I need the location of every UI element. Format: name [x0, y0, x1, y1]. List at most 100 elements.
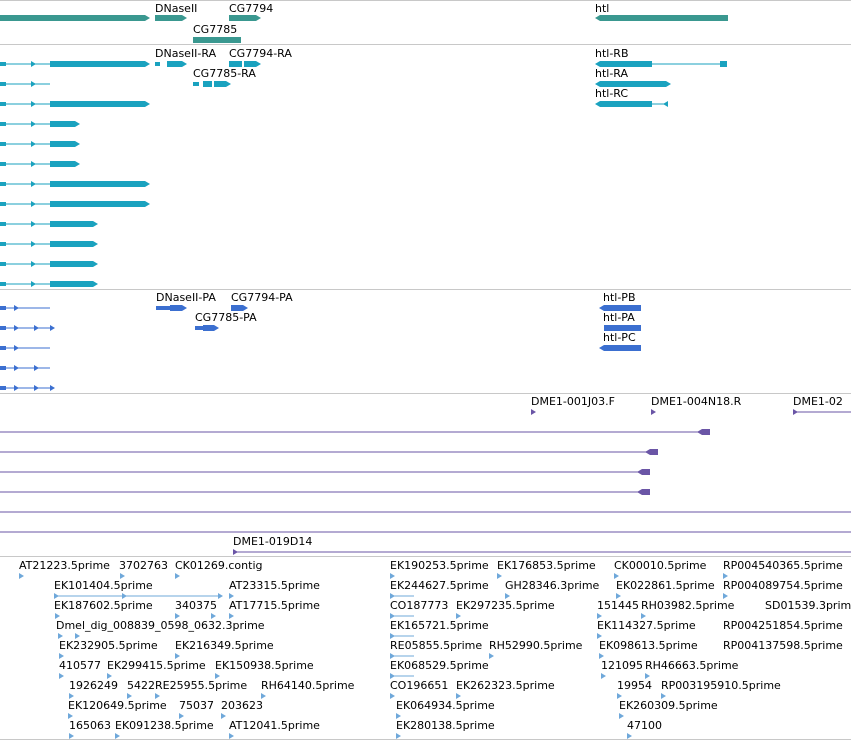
- est-feature[interactable]: [261, 693, 266, 699]
- est-label[interactable]: EK299415.5prime: [107, 659, 206, 672]
- protein-label[interactable]: DNaseII-PA: [156, 291, 216, 304]
- transcript-exon[interactable]: [0, 222, 6, 226]
- est-label[interactable]: EK150938.5prime: [215, 659, 314, 672]
- transcript-exon[interactable]: [50, 121, 75, 127]
- gene-label[interactable]: htl: [595, 2, 610, 15]
- est-feature[interactable]: [641, 613, 646, 619]
- est-feature[interactable]: [179, 713, 184, 719]
- clone-end[interactable]: [650, 449, 658, 455]
- transcript-exon[interactable]: [0, 142, 6, 146]
- est-label[interactable]: RE05855.5prime: [390, 639, 483, 652]
- est-feature[interactable]: [229, 613, 234, 619]
- est-label[interactable]: AT23315.5prime: [229, 579, 320, 592]
- protein-exon[interactable]: [14, 325, 19, 331]
- est-label[interactable]: 165063: [69, 719, 111, 732]
- est-feature[interactable]: [127, 693, 132, 699]
- est-label[interactable]: 47100: [627, 719, 662, 732]
- transcript-exon[interactable]: [31, 261, 36, 267]
- transcript-exon[interactable]: [93, 261, 98, 267]
- est-label[interactable]: 121095: [601, 659, 643, 672]
- clone-label[interactable]: DME1-019D14: [233, 535, 313, 548]
- clone-end[interactable]: [697, 429, 702, 435]
- est-feature[interactable]: [456, 613, 461, 619]
- transcript-label[interactable]: CG7785-RA: [193, 67, 256, 80]
- est-feature[interactable]: [661, 693, 666, 699]
- protein-exon[interactable]: [0, 346, 6, 350]
- est-feature[interactable]: [597, 633, 602, 639]
- transcript-exon[interactable]: [0, 242, 6, 246]
- transcript-label[interactable]: htl-RA: [595, 67, 629, 80]
- est-label[interactable]: RH52990.5prime: [489, 639, 583, 652]
- est-label[interactable]: CK00010.5prime: [614, 559, 707, 572]
- est-feature[interactable]: [616, 593, 621, 599]
- est-label[interactable]: 5422: [127, 679, 155, 692]
- est-label[interactable]: 340375: [175, 599, 217, 612]
- transcript-exon[interactable]: [31, 161, 36, 167]
- protein-exon[interactable]: [50, 325, 55, 331]
- transcript-exon[interactable]: [31, 241, 36, 247]
- transcript-exon[interactable]: [75, 141, 80, 147]
- gene-label[interactable]: CG7794: [229, 2, 274, 15]
- transcript-exon[interactable]: [229, 61, 242, 67]
- est-feature[interactable]: [69, 733, 74, 739]
- est-feature[interactable]: [396, 733, 401, 739]
- protein-exon[interactable]: [14, 345, 19, 351]
- transcript-exon[interactable]: [50, 201, 145, 207]
- transcript-exon[interactable]: [93, 241, 98, 247]
- protein-exon[interactable]: [0, 306, 6, 310]
- transcript-exon[interactable]: [182, 61, 187, 67]
- transcript-exon[interactable]: [214, 81, 226, 87]
- transcript-exon[interactable]: [50, 221, 93, 227]
- est-label[interactable]: CK01269.contig: [175, 559, 263, 572]
- gene-feature[interactable]: [193, 37, 241, 43]
- est-feature[interactable]: [68, 713, 73, 719]
- transcript-exon[interactable]: [31, 181, 36, 187]
- est-label[interactable]: AT12041.5prime: [229, 719, 320, 732]
- est-label[interactable]: RE25955.5prime: [155, 679, 248, 692]
- est-label[interactable]: CO187773: [390, 599, 449, 612]
- clone-end[interactable]: [645, 449, 650, 455]
- transcript-exon[interactable]: [0, 102, 6, 106]
- transcript-exon[interactable]: [0, 262, 6, 266]
- transcript-exon[interactable]: [31, 101, 36, 107]
- transcript-exon[interactable]: [203, 81, 212, 87]
- transcript-exon[interactable]: [31, 121, 36, 127]
- transcript-exon[interactable]: [155, 62, 160, 66]
- gene-feature[interactable]: [229, 15, 256, 21]
- protein-label[interactable]: htl-PC: [603, 331, 636, 344]
- est-label[interactable]: EK260309.5prime: [619, 699, 718, 712]
- est-label[interactable]: EK262323.5prime: [456, 679, 555, 692]
- est-label[interactable]: EK297235.5prime: [456, 599, 555, 612]
- transcript-label[interactable]: htl-RB: [595, 47, 629, 60]
- transcript-exon[interactable]: [0, 122, 6, 126]
- protein-exon[interactable]: [14, 305, 19, 311]
- est-feature[interactable]: [645, 673, 650, 679]
- est-feature[interactable]: [221, 713, 226, 719]
- protein-exon[interactable]: [599, 345, 604, 351]
- est-feature[interactable]: [175, 653, 180, 659]
- est-feature[interactable]: [619, 713, 624, 719]
- est-feature[interactable]: [175, 573, 180, 579]
- est-label[interactable]: 1926249: [69, 679, 118, 692]
- protein-exon[interactable]: [214, 325, 219, 331]
- transcript-exon[interactable]: [663, 101, 668, 107]
- clone-end[interactable]: [233, 549, 238, 555]
- est-feature[interactable]: [723, 573, 728, 579]
- protein-exon[interactable]: [34, 385, 39, 391]
- protein-exon[interactable]: [14, 385, 19, 391]
- est-label[interactable]: EK165721.5prime: [390, 619, 489, 632]
- protein-exon[interactable]: [156, 306, 170, 310]
- est-feature[interactable]: [627, 733, 632, 739]
- est-label[interactable]: SD01539.3prime: [765, 599, 851, 612]
- est-label[interactable]: EK176853.5prime: [497, 559, 596, 572]
- est-label[interactable]: 151445: [597, 599, 639, 612]
- gene-feature[interactable]: [256, 15, 261, 21]
- est-feature[interactable]: [215, 673, 220, 679]
- est-feature[interactable]: [19, 573, 24, 579]
- protein-exon[interactable]: [0, 386, 6, 390]
- clone-feature[interactable]: [531, 409, 536, 415]
- transcript-exon[interactable]: [595, 101, 600, 107]
- est-label[interactable]: AT17715.5prime: [229, 599, 320, 612]
- est-feature[interactable]: [229, 733, 234, 739]
- est-feature[interactable]: [59, 653, 64, 659]
